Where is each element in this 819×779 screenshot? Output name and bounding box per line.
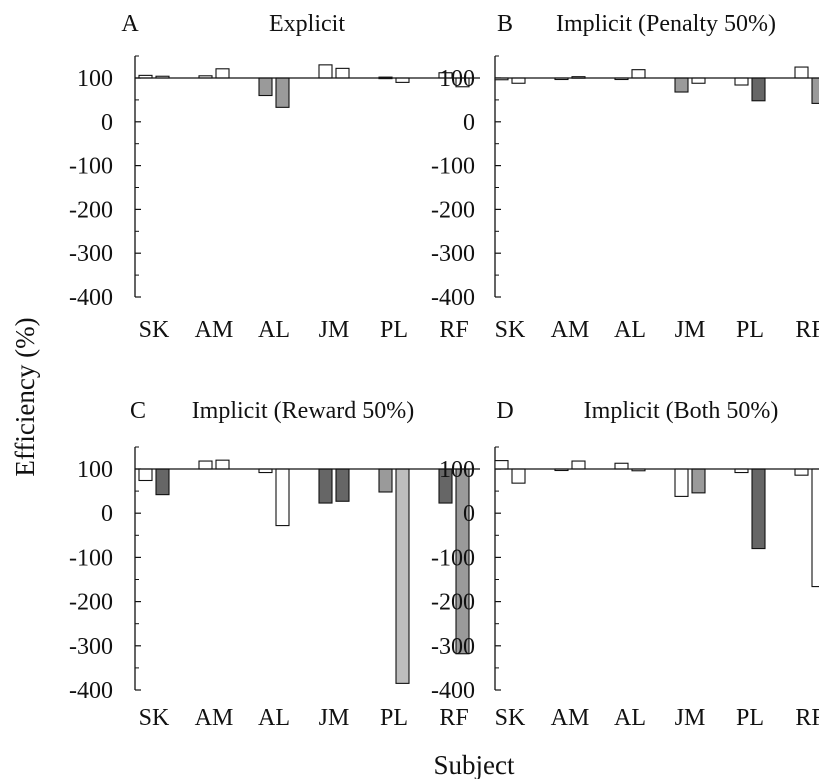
y-tick-label: -400: [431, 678, 475, 704]
bar-rf-1: [794, 66, 809, 79]
bar-am-2: [215, 459, 230, 470]
bar-pl-2: [751, 468, 766, 550]
y-tick-label: -300: [431, 241, 475, 267]
bar-jm-2: [691, 468, 706, 494]
x-tick-label: AM: [195, 705, 234, 731]
bar-pl-1: [734, 77, 749, 86]
x-tick-label: RF: [439, 705, 468, 731]
x-tick-label: PL: [736, 317, 764, 343]
bar-jm-1: [318, 64, 333, 79]
panel-b: B Implicit (Penalty 50%) 100 0 -100 -200 -300 -…: [431, 11, 819, 343]
y-tick-label: 100: [439, 66, 475, 92]
panel-a: A Explicit 100 0 -100 -200 -300 -400 SK AM AL JM PL R…: [69, 11, 480, 343]
y-tick-label: -200: [431, 590, 475, 616]
bar-am-1: [198, 460, 213, 470]
x-tick-label: SK: [139, 317, 170, 343]
y-tick-label: -100: [69, 545, 113, 571]
x-tick-label: RF: [795, 317, 819, 343]
bar-jm-1: [674, 468, 689, 497]
y-tick-label: 100: [77, 66, 113, 92]
panels: A Explicit 100 0 -100 -200 -300 -400 SK AM AL JM PL R…: [69, 11, 819, 731]
panel-title: Explicit: [269, 11, 345, 37]
bar-pl-2: [395, 77, 410, 83]
x-tick-label: AL: [614, 705, 646, 731]
x-tick-label: SK: [495, 317, 526, 343]
panel-letter: A: [121, 11, 139, 37]
x-tick-label: RF: [439, 317, 468, 343]
panel-letter: B: [497, 11, 513, 37]
x-tick-label: JM: [675, 317, 706, 343]
panel-d: D Implicit (Both 50%) 100 0 -100 -200 -300 -400…: [431, 398, 819, 731]
panel-letter: C: [130, 398, 146, 424]
y-tick-label: 0: [101, 501, 113, 527]
panel-title: Implicit (Reward 50%): [192, 398, 415, 424]
bar-jm-1: [674, 77, 689, 93]
y-tick-label: -300: [69, 634, 113, 660]
bar-jm-2: [335, 67, 350, 79]
x-tick-label: SK: [139, 705, 170, 731]
x-tick-label: RF: [795, 705, 819, 731]
x-tick-label: PL: [380, 705, 408, 731]
bar-sk-2: [511, 77, 526, 84]
bar-al-2: [275, 77, 290, 108]
y-tick-label: -200: [431, 197, 475, 223]
bar-rf-1: [794, 468, 809, 476]
y-axis-label: Efficiency (%): [10, 317, 40, 476]
bar-am-2: [215, 68, 230, 79]
bar-sk-2: [511, 468, 526, 484]
x-tick-label: AM: [551, 705, 590, 731]
panel-title: Implicit (Both 50%): [584, 398, 779, 424]
bar-al-1: [614, 462, 629, 470]
panel-letter: D: [496, 398, 513, 424]
bar-sk-1: [494, 460, 509, 470]
x-tick-label: JM: [319, 317, 350, 343]
y-tick-label: -100: [431, 545, 475, 571]
panel-title: Implicit (Penalty 50%): [556, 11, 776, 37]
x-tick-label: AL: [258, 705, 290, 731]
bar-pl-2: [751, 77, 766, 102]
y-tick-label: -400: [69, 285, 113, 311]
x-tick-label: AL: [258, 317, 290, 343]
x-tick-label: AL: [614, 317, 646, 343]
bar-jm-2: [335, 468, 350, 502]
x-tick-label: SK: [495, 705, 526, 731]
bar-jm-2: [691, 77, 706, 84]
bar-al-2: [275, 468, 290, 527]
x-tick-label: JM: [675, 705, 706, 731]
x-tick-label: PL: [380, 317, 408, 343]
bar-pl-2: [395, 468, 410, 684]
bar-al-1: [258, 77, 273, 97]
bar-am-2: [571, 460, 586, 470]
bar-al-2: [631, 69, 646, 79]
y-tick-label: -100: [431, 154, 475, 180]
y-tick-label: -200: [69, 590, 113, 616]
y-tick-label: -100: [69, 154, 113, 180]
x-tick-label: AM: [195, 317, 234, 343]
bar-rf-2: [811, 77, 819, 104]
y-tick-label: -400: [69, 678, 113, 704]
y-tick-label: -400: [431, 285, 475, 311]
bar-sk-1: [138, 468, 153, 482]
y-tick-label: 0: [463, 501, 475, 527]
y-tick-label: -200: [69, 197, 113, 223]
bar-sk-2: [155, 468, 170, 496]
bar-jm-1: [318, 468, 333, 504]
bar-pl-1: [378, 468, 393, 493]
x-tick-label: PL: [736, 705, 764, 731]
panel-c: C Implicit (Reward 50%) 100 0 -100 -200 -300 -4…: [69, 398, 480, 731]
y-tick-label: -300: [431, 634, 475, 660]
y-tick-label: 0: [463, 110, 475, 136]
y-tick-label: -300: [69, 241, 113, 267]
bar-rf-2: [811, 468, 819, 588]
y-tick-label: 100: [77, 457, 113, 483]
y-tick-label: 100: [439, 457, 475, 483]
x-axis-label: Subject: [434, 750, 515, 779]
x-tick-label: JM: [319, 705, 350, 731]
y-tick-label: 0: [101, 110, 113, 136]
x-tick-label: AM: [551, 317, 590, 343]
